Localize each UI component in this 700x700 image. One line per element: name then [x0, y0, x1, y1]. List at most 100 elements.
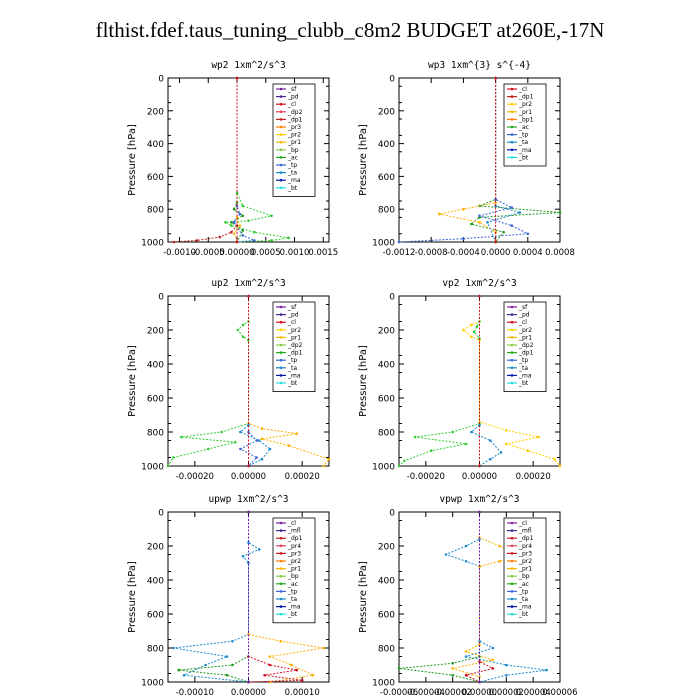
- legend-label: _tp: [287, 588, 297, 595]
- legend-marker: [510, 552, 514, 555]
- data-point: [499, 451, 503, 454]
- data-point: [510, 206, 513, 209]
- data-point: [462, 237, 465, 240]
- legend-marker: [279, 381, 283, 385]
- series-line-bp: [223, 78, 289, 243]
- data-point: [235, 201, 239, 204]
- legend-marker: [510, 118, 514, 121]
- panel-title: upwp 1xm^2/s^3: [208, 494, 288, 505]
- data-point: [241, 335, 245, 339]
- legend-label: _dp2: [287, 342, 303, 349]
- data-point: [247, 464, 250, 468]
- data-point: [233, 440, 237, 444]
- chart-panel-6: vpwp 1xm^2/s^3 Pressure [hPa] 0 200 400 600 80…: [358, 494, 578, 698]
- y-tick-label: 1000: [141, 463, 164, 473]
- y-tick-label: 400: [378, 361, 395, 371]
- legend-label: _cl: [518, 319, 527, 326]
- legend-marker: [279, 366, 283, 370]
- panel-title: wp2 1xm^2/s^3: [211, 60, 285, 71]
- data-point: [247, 541, 250, 544]
- y-tick-label: 400: [378, 577, 395, 587]
- legend-marker: [279, 305, 283, 309]
- legend-marker: [510, 521, 514, 525]
- data-point: [225, 673, 229, 677]
- y-tick-label: 0: [158, 293, 164, 303]
- data-point: [498, 560, 501, 563]
- legend-label: _pr4: [287, 543, 301, 550]
- legend-marker: [279, 559, 283, 563]
- legend-marker: [279, 328, 283, 332]
- legend-label: _bp: [518, 573, 530, 580]
- data-point: [241, 554, 245, 558]
- legend-marker: [510, 351, 514, 354]
- legend-label: _pd: [287, 94, 299, 101]
- data-point: [486, 221, 489, 224]
- y-tick-label: 600: [378, 395, 395, 405]
- legend-label: _pr1: [518, 566, 532, 573]
- series-line-ta: [173, 512, 261, 683]
- legend-label: _tp: [287, 357, 297, 364]
- legend-label: _ma: [287, 372, 301, 379]
- data-point: [268, 655, 272, 658]
- y-tick-label: 200: [147, 327, 164, 337]
- series-line-pr1: [439, 78, 497, 242]
- series-line-ta: [239, 296, 271, 467]
- data-point: [247, 294, 250, 298]
- y-tick-label: 400: [147, 140, 164, 150]
- data-point: [270, 214, 273, 218]
- data-point: [231, 639, 234, 643]
- data-point: [235, 216, 239, 219]
- data-point: [526, 232, 530, 236]
- legend-label: _ta: [518, 139, 528, 146]
- legend-marker: [510, 305, 514, 309]
- data-point: [464, 544, 468, 548]
- legend-marker: [510, 582, 514, 586]
- legend-label: _tp: [287, 162, 297, 169]
- x-tick-label: 0.00000: [231, 688, 266, 698]
- legend-label: _cl: [518, 520, 527, 527]
- y-axis-label: Pressure [hPa]: [358, 345, 369, 417]
- x-tick-label: -0.0012: [383, 248, 416, 258]
- legend-label: _pd: [518, 312, 530, 319]
- legend: _sf_pd_cl_pr2_pr1_dp2_dp1_tp_ta_ma_bt: [503, 301, 547, 392]
- x-tick-label: 0.0010: [280, 248, 310, 258]
- series-line-ac: [178, 512, 249, 683]
- data-point: [279, 639, 283, 643]
- data-point: [235, 240, 239, 244]
- data-point: [235, 76, 239, 80]
- data-point: [518, 211, 522, 214]
- legend-marker: [279, 87, 283, 91]
- data-point: [464, 650, 468, 653]
- legend-label: _ta: [287, 596, 297, 603]
- legend-label: _pr3: [287, 550, 301, 557]
- legend: _sf_pd_cl_pr2_pr1_dp2_dp1_tp_ta_ma_bt: [272, 301, 316, 392]
- legend-label: _pr2: [518, 327, 532, 334]
- legend-marker: [279, 313, 283, 316]
- series-line-pr2: [248, 296, 330, 467]
- data-point: [478, 294, 481, 298]
- data-point: [263, 673, 266, 677]
- legend-marker: [279, 358, 283, 362]
- legend-marker: [279, 597, 283, 601]
- y-axis-label: Pressure [hPa]: [127, 124, 138, 196]
- data-point: [260, 437, 264, 441]
- data-point: [253, 239, 256, 242]
- legend-label: _dp1: [518, 535, 534, 542]
- legend-marker: [279, 125, 283, 129]
- legend-label: _ac: [287, 581, 298, 588]
- legend-marker: [510, 366, 514, 370]
- legend-label: _dp1: [287, 116, 303, 123]
- data-point: [470, 222, 473, 226]
- y-tick-label: 800: [147, 206, 164, 216]
- data-point: [230, 230, 233, 234]
- legend-marker: [510, 95, 514, 98]
- plot-frame: [167, 77, 330, 243]
- x-tick-label: 0.00002: [489, 688, 524, 698]
- data-point: [464, 560, 468, 563]
- legend-marker: [279, 590, 283, 593]
- data-point: [494, 240, 497, 244]
- data-point: [478, 643, 481, 646]
- legend-label: _ma: [287, 604, 301, 611]
- chart-panel-2: wp3 1xm^{3} s^{-4} Pressure [hPa] 0 200 400 6…: [358, 60, 575, 258]
- x-tick-label: -0.0010: [163, 248, 196, 258]
